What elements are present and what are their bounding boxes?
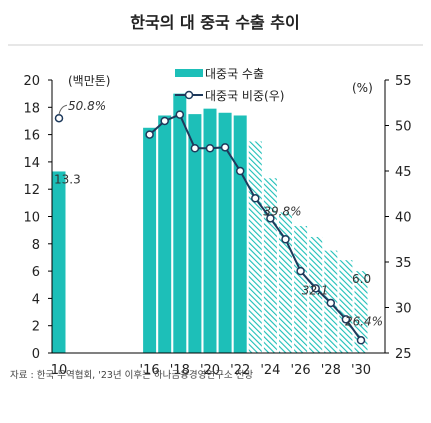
share-point-2021 bbox=[220, 143, 230, 152]
share-point-2028 bbox=[326, 298, 336, 308]
legend-bar-swatch bbox=[175, 69, 203, 77]
left-tick-label: 4 bbox=[32, 292, 40, 307]
share-point-2016 bbox=[145, 130, 154, 139]
bar-2016 bbox=[143, 127, 157, 354]
x-tick-label: '22 bbox=[230, 363, 250, 378]
left-tick-label: 0 bbox=[32, 347, 40, 362]
label-line-2010: 50.8% bbox=[68, 99, 106, 113]
share-point-2029 bbox=[341, 315, 351, 324]
bar-2027 bbox=[309, 236, 323, 353]
bar-2030 bbox=[354, 271, 368, 353]
bar-2021 bbox=[218, 112, 232, 353]
left-tick-label: 2 bbox=[32, 320, 40, 335]
legend: 대중국 수출 대중국 비중(우) bbox=[175, 67, 284, 103]
bar-series bbox=[52, 93, 368, 354]
share-point-2020 bbox=[205, 144, 215, 153]
bar-2023 bbox=[248, 141, 262, 353]
source-note: 자료 : 한국 무역협회, '23년 이후는 하나금융경영연구소 전망 bbox=[10, 369, 253, 381]
legend-bar-label: 대중국 수출 bbox=[205, 67, 264, 81]
share-point-2027 bbox=[311, 284, 320, 293]
bar-2017 bbox=[158, 115, 172, 354]
x-tick-label: '24 bbox=[260, 363, 280, 378]
bar-2029 bbox=[339, 260, 353, 353]
left-tick-label: 8 bbox=[32, 238, 40, 253]
share-point-2024 bbox=[266, 214, 275, 223]
right-tick-label: 25 bbox=[395, 347, 412, 362]
left-tick-label: 20 bbox=[23, 74, 40, 89]
bar-2022 bbox=[233, 115, 247, 354]
right-tick-label: 50 bbox=[395, 120, 412, 135]
legend-line-marker bbox=[184, 90, 194, 100]
share-point-2026 bbox=[296, 266, 305, 276]
x-tick-label: '18 bbox=[170, 363, 190, 378]
right-tick-label: 55 bbox=[395, 74, 412, 89]
bar-2018 bbox=[173, 93, 187, 354]
share-point-2019 bbox=[190, 144, 200, 153]
left-axis-unit: (백만톤) bbox=[68, 74, 110, 88]
right-tick-label: 30 bbox=[395, 302, 412, 317]
label-line-2030: 26.4% bbox=[345, 314, 383, 328]
left-tick-label: 6 bbox=[32, 265, 40, 280]
bar-2010 bbox=[52, 171, 66, 353]
chart-title: 한국의 대 중국 수출 추이 bbox=[130, 13, 299, 32]
bar-2019 bbox=[188, 114, 202, 353]
share-point-2018 bbox=[175, 110, 185, 119]
label-bar-2030: 6.0 bbox=[352, 272, 371, 286]
label-line-2027: 32.1 bbox=[302, 283, 329, 297]
left-tick-label: 14 bbox=[23, 156, 40, 171]
legend-line-label: 대중국 비중(우) bbox=[205, 89, 284, 103]
label-bar-2010: 13.3 bbox=[54, 172, 81, 186]
right-tick-label: 40 bbox=[395, 211, 412, 226]
x-tick-label: '26 bbox=[291, 363, 311, 378]
share-point-2025 bbox=[281, 235, 290, 244]
left-tick-label: 16 bbox=[23, 129, 40, 144]
x-tick-label: '16 bbox=[140, 363, 160, 378]
bar-2020 bbox=[203, 108, 217, 353]
share-point-2023 bbox=[251, 194, 260, 203]
bar-2026 bbox=[294, 226, 308, 353]
data-labels: 50.8% 13.3 39.8% 32.1 6.0 26.4% bbox=[54, 99, 383, 328]
x-tick-label: '30 bbox=[351, 363, 371, 378]
left-tick-label: 18 bbox=[23, 101, 40, 116]
share-point-2030 bbox=[356, 336, 366, 345]
axes: 0 2 4 6 8 10 12 14 16 18 20 25 30 35 40 45 50 55 10 '16 '18 '… bbox=[23, 74, 411, 378]
left-tick-label: 10 bbox=[23, 211, 40, 226]
label-line-2024: 39.8% bbox=[263, 204, 301, 218]
left-tick-label: 12 bbox=[23, 183, 40, 198]
right-tick-label: 35 bbox=[395, 256, 412, 271]
right-axis-unit: (%) bbox=[352, 81, 373, 95]
x-tick-label: 10 bbox=[51, 363, 68, 378]
share-point-2022 bbox=[235, 166, 245, 176]
share-point-2010 bbox=[54, 113, 64, 123]
label-leader-2010 bbox=[58, 104, 68, 115]
x-tick-label: '20 bbox=[200, 363, 220, 378]
x-tick-label: '28 bbox=[321, 363, 341, 378]
line-series bbox=[54, 110, 366, 345]
right-tick-label: 45 bbox=[395, 165, 412, 180]
share-point-2017 bbox=[160, 116, 169, 126]
